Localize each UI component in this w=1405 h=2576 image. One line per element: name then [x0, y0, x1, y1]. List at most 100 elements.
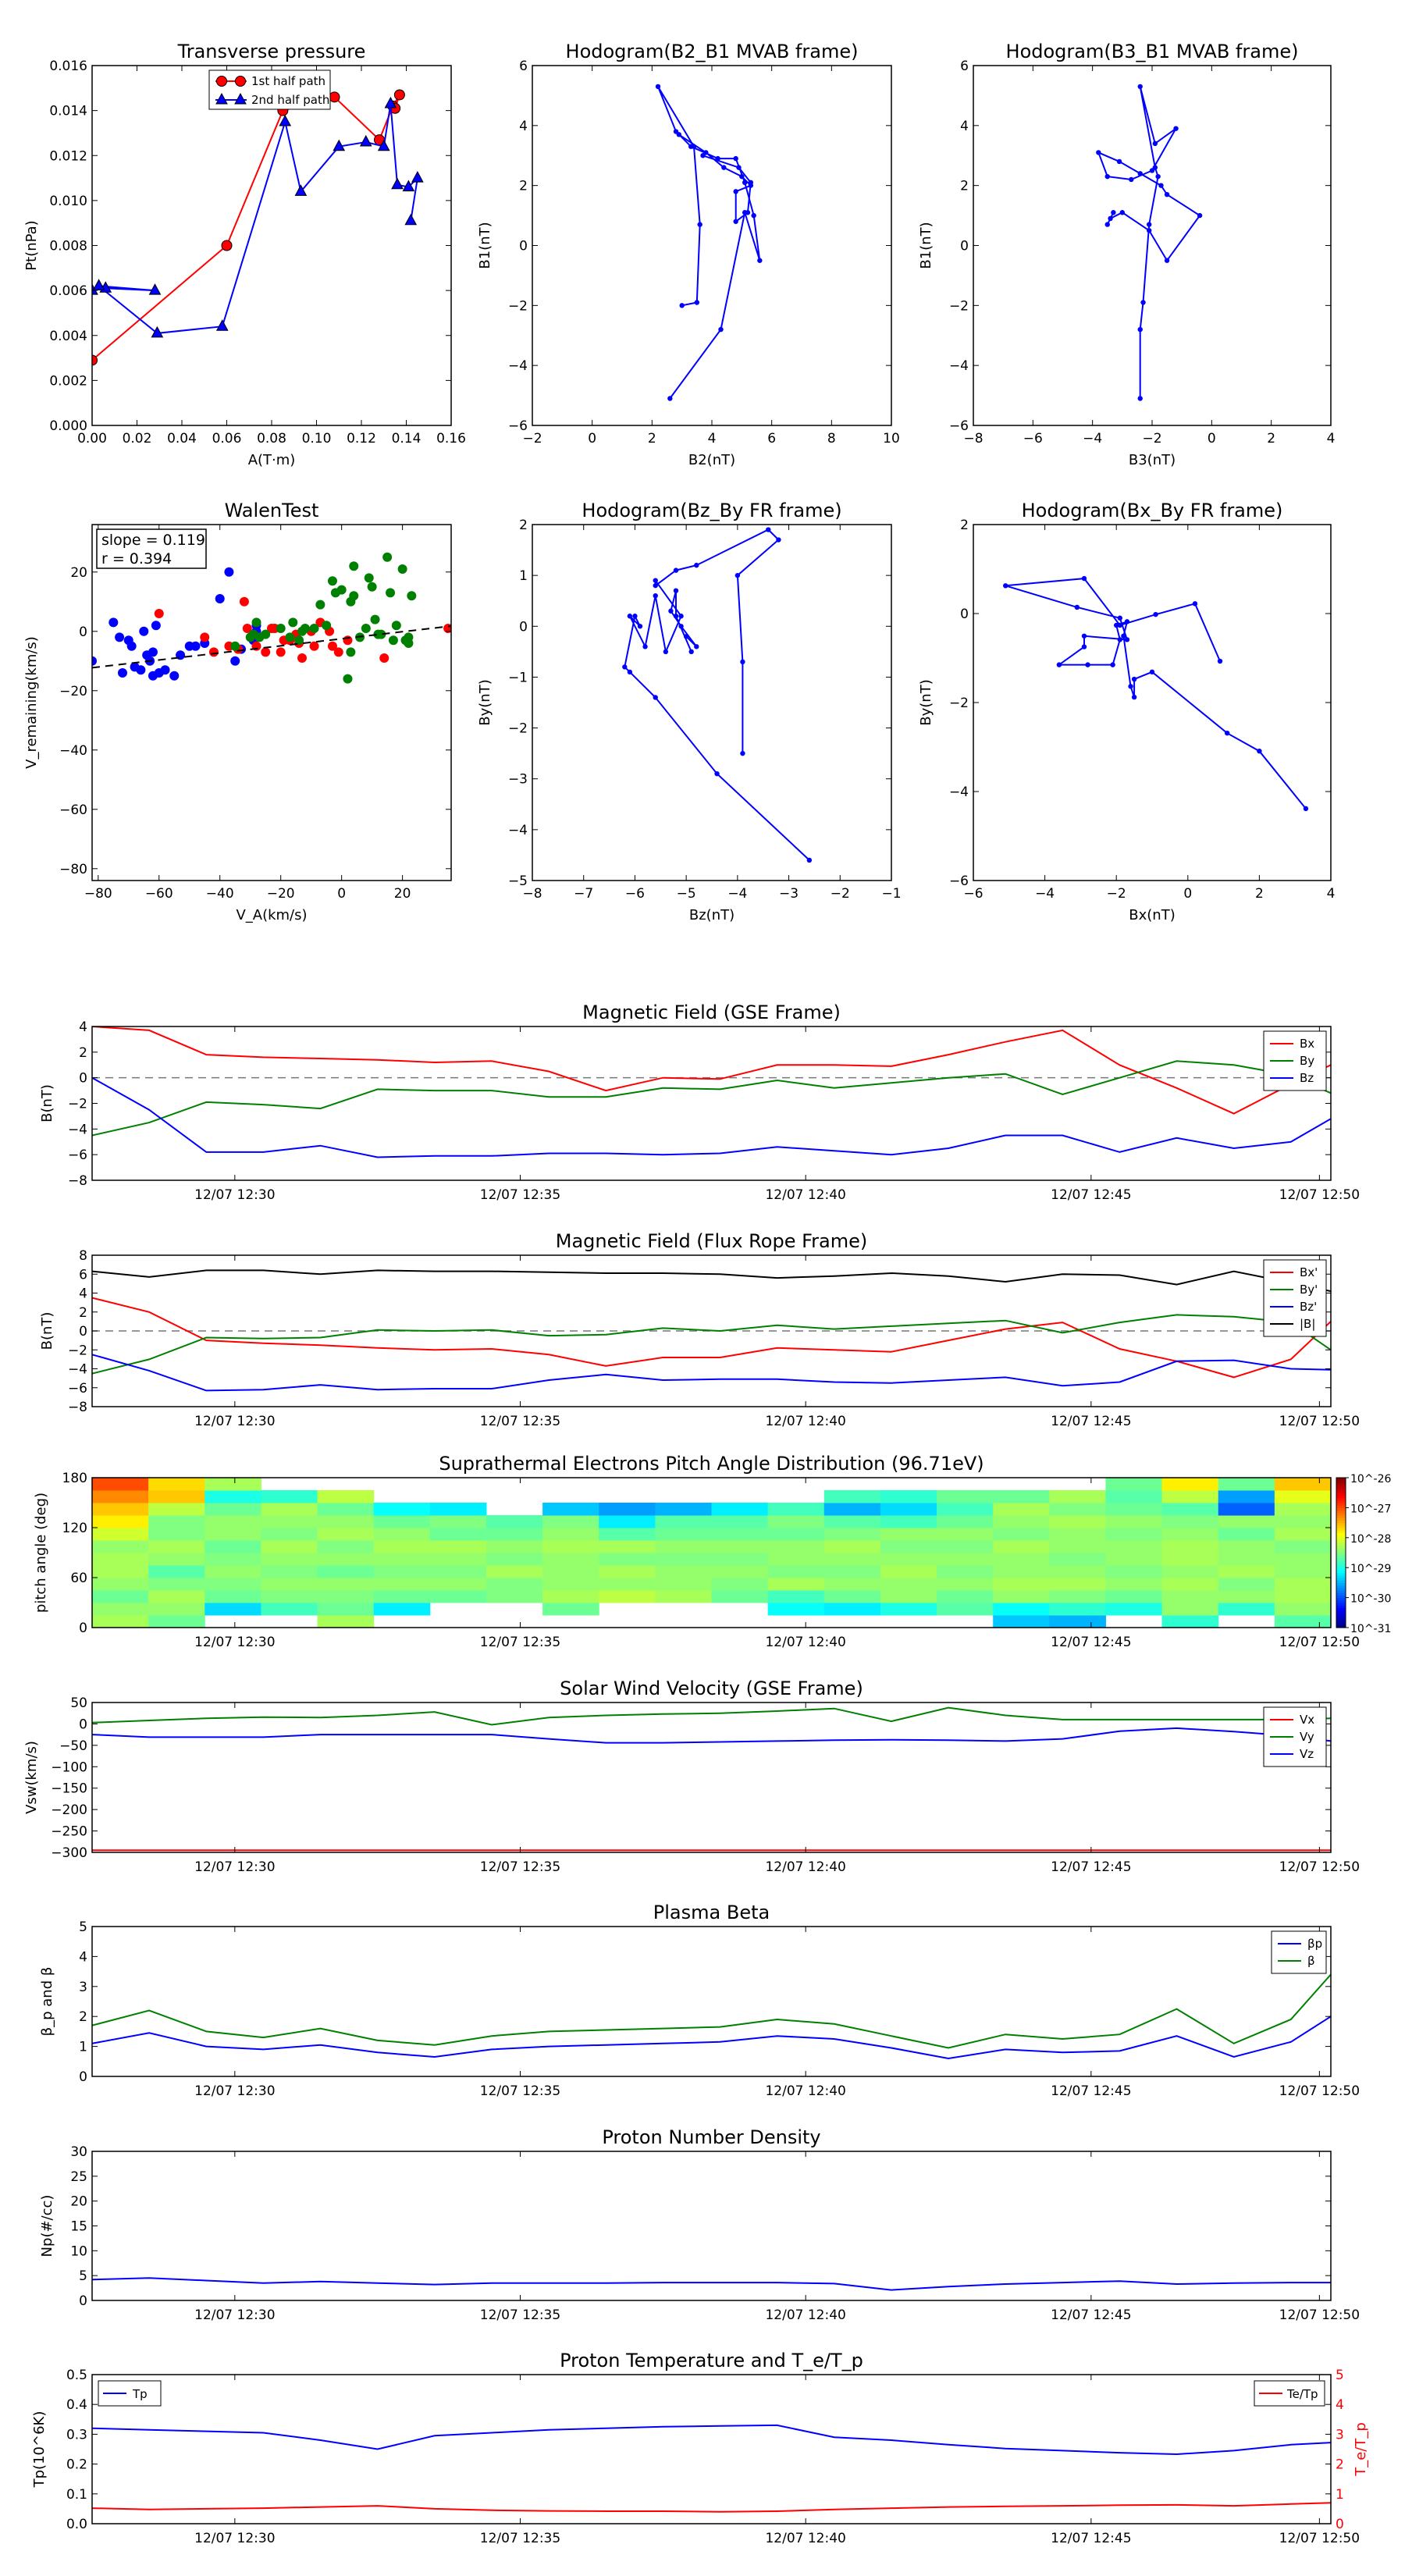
y-tick-label: 0.006 [49, 283, 87, 299]
data-point [190, 641, 201, 651]
data-point [261, 647, 271, 657]
data-point [1146, 222, 1152, 227]
heatmap-cell [767, 1553, 825, 1566]
y-tick-label: 0 [519, 619, 528, 635]
series-line [670, 590, 698, 653]
heatmap-cell [1161, 1615, 1219, 1628]
y-tick-label: 0.4 [66, 2397, 87, 2413]
y-tick-label: 4 [519, 119, 528, 134]
colorbar-step [1336, 1495, 1346, 1499]
colorbar-step [1336, 1500, 1346, 1503]
legend-label: Vy [1300, 1730, 1314, 1744]
data-point [376, 629, 386, 639]
heatmap-cell [542, 1578, 599, 1591]
x-tick-label: −2 [831, 886, 850, 902]
heatmap-cell [148, 1503, 205, 1516]
data-point [333, 647, 343, 657]
series-line [92, 94, 400, 361]
data-point [411, 171, 424, 183]
data-point [673, 614, 679, 619]
heatmap-cell [542, 1603, 599, 1616]
data-point [294, 184, 308, 196]
chart-title: Magnetic Field (Flux Rope Frame) [556, 1230, 867, 1252]
data-point [242, 624, 252, 633]
data-point [1164, 258, 1170, 263]
legend-label: β [1307, 1954, 1315, 1968]
legend-box [1271, 1930, 1327, 1974]
x-tick-label: 0 [1183, 886, 1192, 902]
time-tick-label: 12/07 12:35 [480, 1635, 560, 1650]
panel-np: 12/07 12:30 12/07 12:35 12/07 12:40 12/07 1… [39, 2126, 1360, 2323]
data-point [1158, 183, 1164, 188]
y-axis-label: B(nT) [39, 1084, 55, 1123]
y-tick-label: 0 [79, 624, 87, 640]
data-point [622, 664, 628, 670]
panel-walen: −80 −60 −40 −20 0 20 −80 −60 −40 −20 0 20 WalenTest V… [23, 500, 452, 923]
legend-label: Bx [1300, 1037, 1314, 1051]
heatmap-cell [655, 1590, 712, 1603]
heatmap-cell [261, 1578, 318, 1591]
heatmap-cell [1274, 1528, 1332, 1541]
panel-beta: 12/07 12:30 12/07 12:35 12/07 12:40 12/07 1… [39, 1902, 1360, 2099]
heatmap-cell [429, 1503, 487, 1516]
y-tick-label: 6 [79, 1267, 87, 1283]
colorbar-step [1336, 1597, 1346, 1601]
y-tick-label: 20 [70, 2194, 87, 2210]
colorbar-step [1336, 1605, 1346, 1608]
x-tick-label: 0.08 [257, 431, 286, 447]
heatmap-cell [205, 1540, 261, 1553]
data-point [139, 626, 149, 636]
heatmap-cell [261, 1603, 318, 1616]
heatmap-cell [1049, 1565, 1106, 1578]
colorbar-step [1336, 1542, 1346, 1546]
time-tick-label: 12/07 12:30 [194, 2531, 275, 2546]
time-tick-label: 12/07 12:35 [480, 1414, 560, 1429]
x-tick-label: 2 [648, 431, 656, 447]
panel-vsw: 12/07 12:30 12/07 12:35 12/07 12:40 12/07 1… [23, 1678, 1360, 1875]
data-point [733, 219, 738, 224]
data-point [377, 139, 390, 151]
data-point [697, 222, 702, 227]
series-line [92, 1354, 1331, 1392]
colorbar-step [1336, 1540, 1346, 1543]
colorbar-step [1336, 1547, 1346, 1551]
heatmap-cell [92, 1615, 149, 1628]
heatmap-cell [937, 1515, 994, 1528]
heatmap-cell [1105, 1590, 1163, 1603]
heatmap-cell [1105, 1578, 1163, 1591]
heatmap-cell [823, 1565, 881, 1578]
heatmap-cell [542, 1553, 599, 1566]
data-point [327, 576, 337, 586]
time-tick-label: 12/07 12:50 [1279, 2083, 1360, 2099]
heatmap-cell [1105, 1490, 1163, 1503]
panel-h1: −2 0 2 4 6 8 10 −6 −4 −2 0 2 4 6 Hodogram(B2_B1 MVAB f… [477, 41, 900, 468]
data-point [364, 573, 374, 583]
data-point [235, 76, 246, 87]
data-point [1117, 615, 1122, 621]
heatmap-cell [148, 1615, 205, 1628]
heatmap-cell [767, 1603, 825, 1616]
x-tick-label: 0 [337, 886, 346, 902]
colorbar-step [1336, 1493, 1346, 1496]
y-tick-label: 4 [79, 1019, 87, 1035]
series-line [92, 103, 419, 334]
y-tick-label: 2 [519, 518, 528, 533]
data-point [309, 624, 319, 633]
x-tick-label: −6 [963, 886, 983, 902]
data-point [379, 653, 389, 663]
heatmap-cell [1274, 1503, 1332, 1516]
colorbar-step [1336, 1512, 1346, 1516]
data-point [221, 240, 233, 251]
x-tick-label: −5 [677, 886, 696, 902]
time-tick-label: 12/07 12:35 [480, 1859, 560, 1875]
y-tick-label: −60 [59, 802, 87, 818]
heatmap-cell [711, 1503, 769, 1516]
data-point [667, 396, 673, 401]
heatmap-cell [1049, 1515, 1106, 1528]
y-tick-label: 10 [70, 2243, 87, 2259]
y-tick-label: 5 [79, 1920, 87, 1935]
heatmap-cell [148, 1553, 205, 1566]
data-point [1104, 173, 1110, 180]
x-tick-label: −40 [206, 886, 234, 902]
y-right-tick-label: 0 [1336, 2517, 1344, 2532]
